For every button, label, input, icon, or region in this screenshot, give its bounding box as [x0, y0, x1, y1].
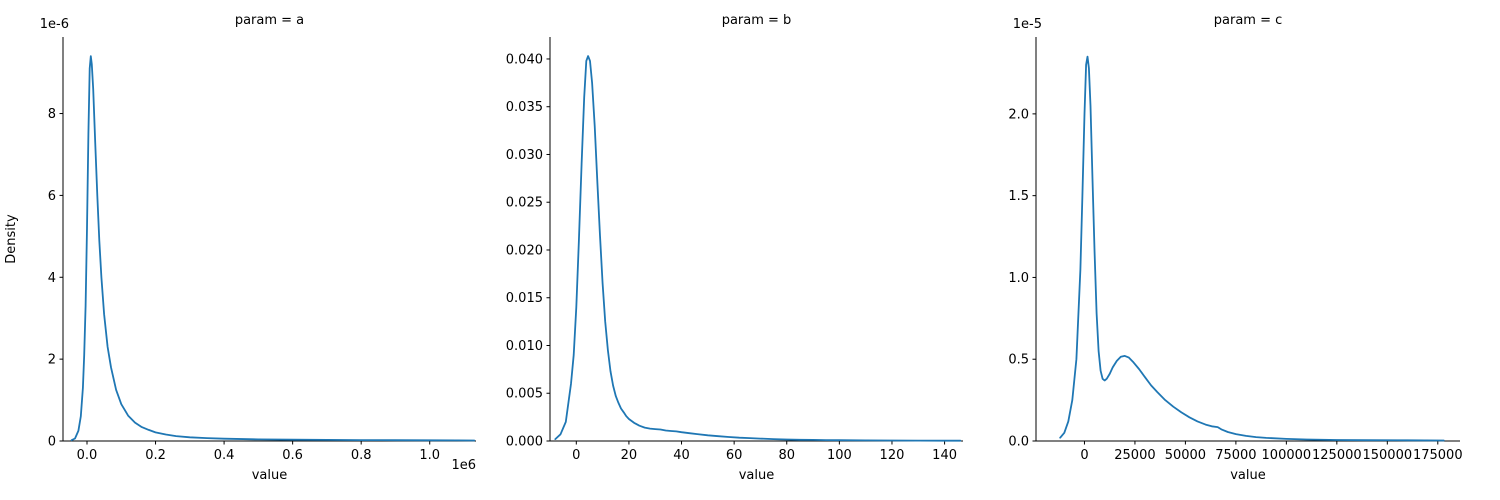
y-tick-label: 6 [48, 189, 56, 204]
kde-curve [1059, 55, 1445, 442]
plot-param-a: 0.0 0.2 0.4 0.6 0.8 1.0 0 2 4 6 8 param = a value Den… [4, 13, 476, 483]
y-axis-label: Density [4, 214, 19, 264]
x-tick-label: 175000 [1413, 448, 1463, 463]
y-tick-label: 0.040 [506, 52, 543, 67]
y-tick-label: 0.025 [506, 196, 543, 211]
y-tick-label: 0.015 [506, 291, 543, 306]
x-tick-label: 0.0 [77, 448, 98, 463]
x-axis-label: value [1230, 468, 1266, 483]
x-tick-label: 140 [932, 448, 957, 463]
x-tick-label: 25000 [1114, 448, 1155, 463]
x-offset-text: 1e6 [451, 458, 476, 473]
x-tick-label: 75000 [1215, 448, 1256, 463]
x-tick-label: 80 [778, 448, 795, 463]
y-tick-label: 0.010 [506, 339, 543, 354]
x-tick-label: 125000 [1312, 448, 1362, 463]
chart-title: param = b [722, 13, 792, 28]
x-tick-label: 150000 [1362, 448, 1412, 463]
y-tick-label: 2 [48, 353, 56, 368]
x-axis-label: value [739, 468, 775, 483]
x-tick-label: 0 [1080, 448, 1088, 463]
y-tick-label: 0.0 [1008, 435, 1029, 450]
y-offset-text: 1e-5 [1013, 17, 1042, 32]
x-tick-label: 0.8 [351, 448, 372, 463]
x-tick-label: 40 [673, 448, 690, 463]
y-tick-label: 0 [48, 435, 56, 450]
axes-spines [62, 37, 476, 442]
chart-title: param = a [235, 13, 304, 28]
kde-curve [554, 55, 962, 442]
chart-title: param = c [1214, 13, 1283, 28]
x-tick-label: 0.2 [145, 448, 166, 463]
y-tick-label: 0.035 [506, 100, 543, 115]
x-axis-label: value [252, 468, 288, 483]
x-tick-label: 0 [572, 448, 580, 463]
x-tick-label: 60 [726, 448, 743, 463]
x-tick-label: 50000 [1165, 448, 1206, 463]
facet-param-a: 0.0 0.2 0.4 0.6 0.8 1.0 0 2 4 6 8 param = a value Den… [0, 0, 500, 500]
x-tick-label: 0.4 [214, 448, 235, 463]
y-tick-label: 2.0 [1008, 107, 1029, 122]
plot-param-b: 0 20 40 60 80 100 120 140 0.000 0.005 0.010 0.015 0.… [506, 13, 963, 483]
x-tick-label: 100 [827, 448, 852, 463]
x-tick-label: 120 [880, 448, 905, 463]
y-tick-label: 0.020 [506, 243, 543, 258]
x-tick-label: 100000 [1262, 448, 1312, 463]
plot-param-c: 0 25000 50000 75000 100000 125000 150000 175000… [1008, 13, 1463, 483]
kde-curve [70, 55, 476, 442]
y-tick-label: 0.005 [506, 387, 543, 402]
axes-spines [1035, 37, 1460, 442]
facet-param-c: 0 25000 50000 75000 100000 125000 150000 175000… [1000, 0, 1500, 500]
y-tick-label: 0.5 [1008, 353, 1029, 368]
x-tick-label: 0.6 [282, 448, 303, 463]
y-offset-text: 1e-6 [40, 17, 69, 32]
x-tick-label: 20 [621, 448, 638, 463]
y-tick-label: 8 [48, 107, 56, 122]
y-tick-label: 1.5 [1008, 189, 1029, 204]
x-tick-label: 1.0 [419, 448, 440, 463]
y-tick-label: 0.030 [506, 148, 543, 163]
facet-param-b: 0 20 40 60 80 100 120 140 0.000 0.005 0.010 0.015 0.… [500, 0, 1000, 500]
y-tick-label: 1.0 [1008, 271, 1029, 286]
y-tick-label: 0.000 [506, 435, 543, 450]
y-tick-label: 4 [48, 271, 56, 286]
